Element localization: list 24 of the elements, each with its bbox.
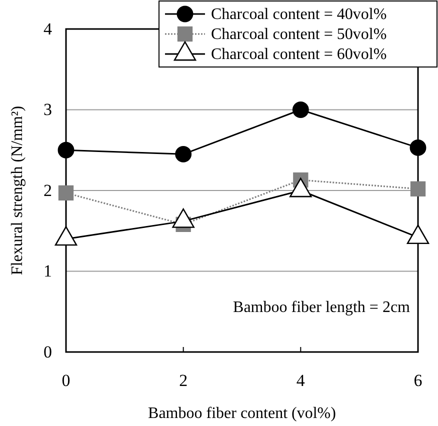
y-tick-label: 2 [44, 180, 52, 200]
point [410, 140, 426, 156]
point [175, 146, 192, 162]
x-tick-label: 2 [179, 371, 188, 390]
y-axis-title: Flexural strength (N/mm²) [9, 106, 26, 276]
legend-label: Charcoal content = 50vol% [211, 26, 387, 43]
y-tick-label: 3 [44, 100, 52, 120]
point [54, 226, 78, 246]
point [58, 142, 74, 158]
point [172, 208, 194, 228]
y-tick-label: 0 [44, 342, 52, 362]
point [406, 224, 430, 244]
legend-label: Charcoal content = 40vol% [211, 6, 387, 23]
point [292, 102, 309, 118]
annotation: Bamboo fiber length = 2cm [233, 299, 411, 316]
point [58, 185, 74, 201]
x-axis-title: Bamboo fiber content (vol%) [148, 405, 336, 422]
legend-label: Charcoal content = 60vol% [211, 46, 387, 63]
y-tick-label: 1 [44, 262, 52, 281]
x-tick-label: 0 [62, 371, 70, 390]
x-tick-label: 4 [296, 371, 306, 390]
x-tick-label: 6 [414, 371, 422, 390]
y-tick-label: 4 [44, 19, 52, 38]
point [410, 181, 426, 196]
